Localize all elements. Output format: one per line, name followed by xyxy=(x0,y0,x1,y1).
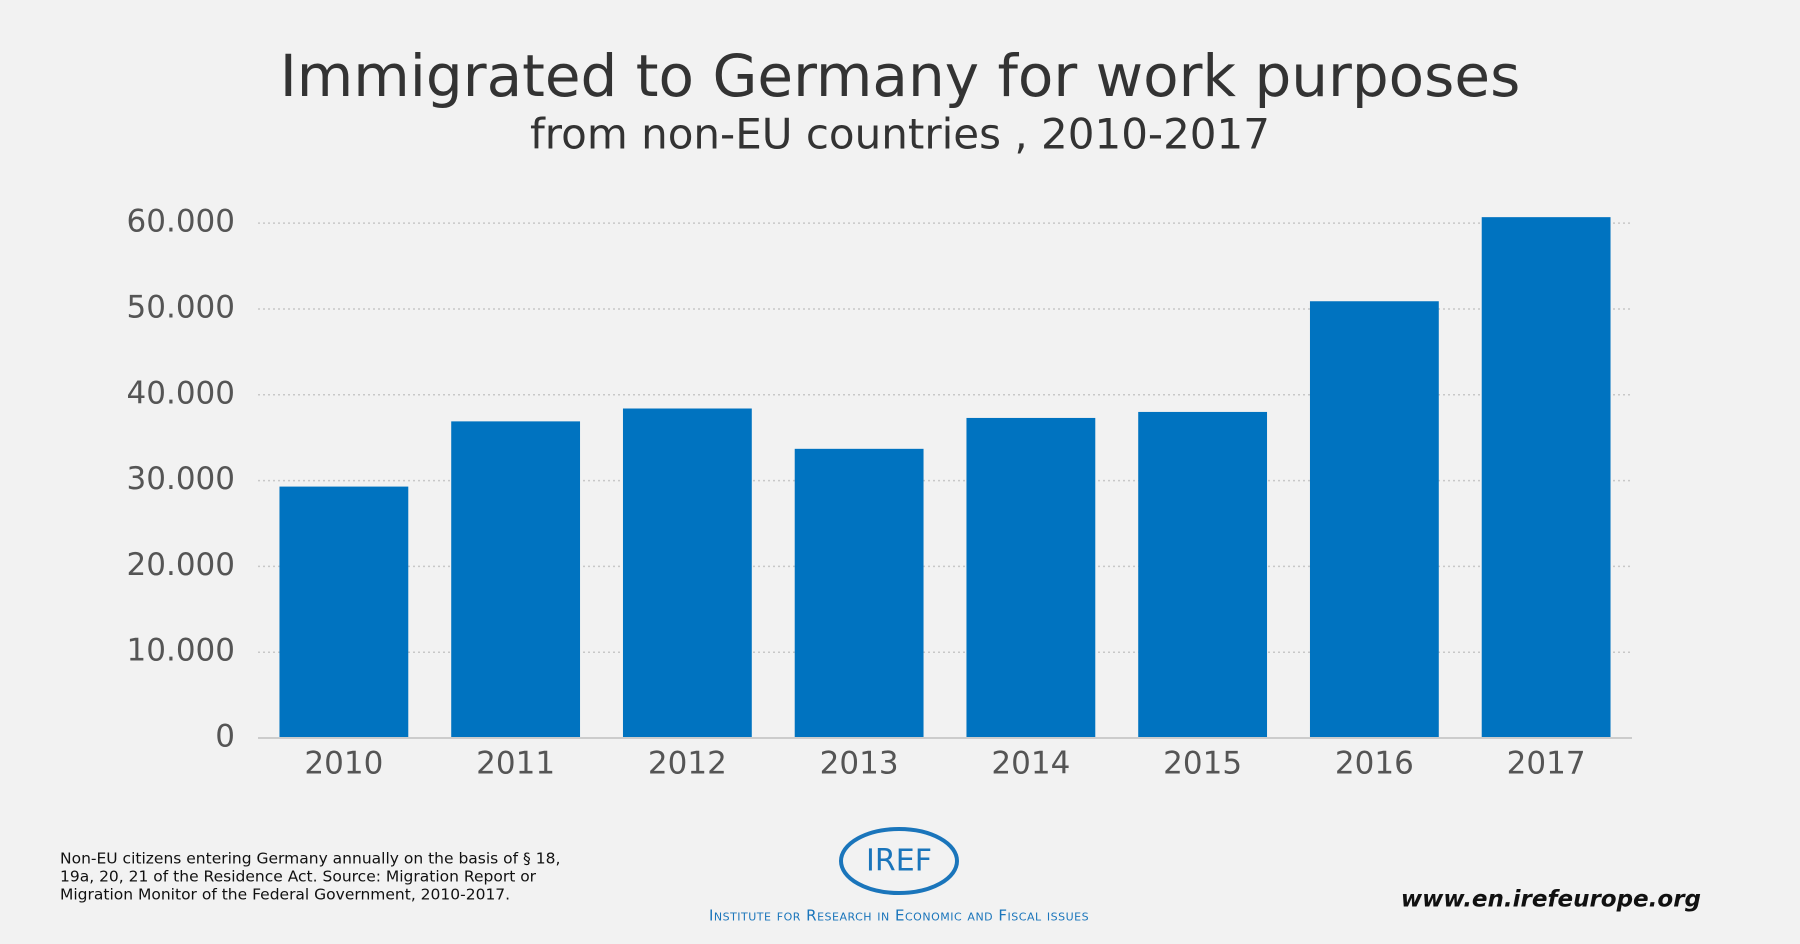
x-tick-label: 2014 xyxy=(991,746,1070,782)
x-tick-label: 2011 xyxy=(476,746,555,782)
x-tick-label: 2010 xyxy=(304,746,383,782)
x-tick-label: 2017 xyxy=(1507,746,1586,782)
chart-title: Immigrated to Germany for work purposes xyxy=(280,42,1521,110)
x-tick-label: 2015 xyxy=(1163,746,1242,782)
y-tick-label: 40.000 xyxy=(127,375,235,411)
footnote-line: Non-EU citizens entering Germany annuall… xyxy=(60,850,560,868)
y-tick-label: 20.000 xyxy=(127,547,235,583)
bar xyxy=(279,486,409,738)
y-tick-label: 50.000 xyxy=(127,289,235,325)
logo-ring xyxy=(839,827,959,895)
bar xyxy=(1481,217,1611,738)
x-tick-label: 2016 xyxy=(1335,746,1414,782)
logo: IREF xyxy=(866,844,932,879)
bar xyxy=(1309,301,1439,738)
footnote-line: Migration Monitor of the Federal Governm… xyxy=(60,886,510,904)
bar xyxy=(451,421,581,738)
bar xyxy=(1138,411,1268,738)
y-tick-label: 0 xyxy=(215,719,235,755)
footnote-line: 19a, 20, 21 of the Residence Act. Source… xyxy=(60,868,537,886)
y-tick-label: 10.000 xyxy=(127,633,235,669)
bar xyxy=(622,408,752,738)
institute: Institute for Research in Economic and F… xyxy=(709,907,1089,925)
bar xyxy=(794,448,924,738)
y-tick-label: 30.000 xyxy=(127,461,235,497)
chart-subtitle: from non-EU countries , 2010-2017 xyxy=(530,110,1270,159)
y-tick-label: 60.000 xyxy=(127,204,235,240)
bar xyxy=(966,417,1096,738)
footnote: Non-EU citizens entering Germany annuall… xyxy=(60,850,560,904)
url: www.en.irefeurope.org xyxy=(1401,887,1701,913)
x-tick-label: 2012 xyxy=(648,746,727,782)
x-tick-label: 2013 xyxy=(820,746,899,782)
